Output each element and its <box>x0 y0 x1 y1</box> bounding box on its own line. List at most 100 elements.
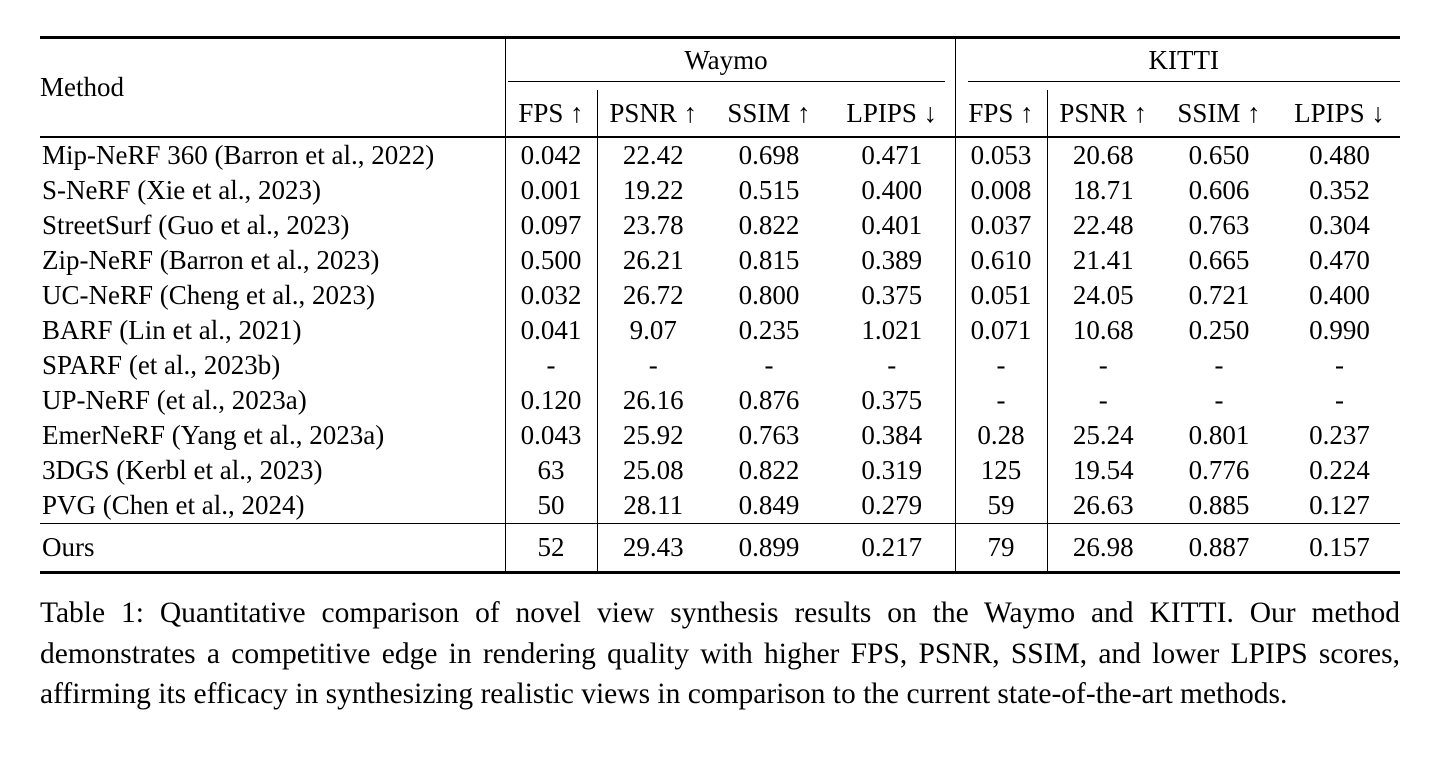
value-cell: 0.389 <box>861 245 923 276</box>
value-cell: 0.822 <box>738 210 800 241</box>
table-row: StreetSurf (Guo et al., 2023) 0.097 23.78 0… <box>40 208 1400 243</box>
value-cell: 18.71 <box>1046 173 1159 208</box>
value-cell: 63 <box>504 453 597 488</box>
method-cell: UC-NeRF (Cheng et al., 2023) <box>42 280 375 311</box>
waymo-group-header: Waymo <box>504 37 955 90</box>
kitti-group-header: KITTI <box>954 37 1401 90</box>
value-cell: 0.650 <box>1188 140 1250 171</box>
value-cell: 20.68 <box>1046 137 1159 173</box>
value-cell: 0.815 <box>738 245 800 276</box>
value-cell: 29.43 <box>596 523 709 573</box>
value-cell: 0.885 <box>1188 490 1250 521</box>
value-cell: 0.041 <box>504 313 597 348</box>
value-cell: 0.071 <box>954 313 1047 348</box>
value-cell: 0.776 <box>1188 455 1250 486</box>
value-cell: 0.224 <box>1309 455 1370 486</box>
value-cell: - <box>1335 385 1345 416</box>
value-cell: 0.876 <box>738 385 800 416</box>
kitti-lpips-header: LPIPS ↓ <box>1279 90 1401 138</box>
value-cell: 0.763 <box>738 420 800 451</box>
value-cell: - <box>954 383 1047 418</box>
value-cell: 0.801 <box>1188 420 1250 451</box>
value-cell: 0.037 <box>954 208 1047 243</box>
value-cell: 24.05 <box>1046 278 1159 313</box>
value-cell: 19.54 <box>1046 453 1159 488</box>
value-cell: 9.07 <box>596 313 709 348</box>
table-row: S-NeRF (Xie et al., 2023) 0.001 19.22 0.515… <box>40 173 1400 208</box>
value-cell: 0.990 <box>1309 315 1370 346</box>
value-cell: - <box>887 350 897 381</box>
ours-row: Ours 52 29.43 0.899 0.217 79 26.98 0.887 0.157 <box>40 523 1401 573</box>
value-cell: 26.16 <box>596 383 709 418</box>
value-cell: 0.157 <box>1279 523 1401 573</box>
value-cell: 0.401 <box>861 210 923 241</box>
value-cell: 0.800 <box>738 280 800 311</box>
value-cell: 28.11 <box>596 488 709 524</box>
value-cell: 25.08 <box>596 453 709 488</box>
waymo-lpips-header: LPIPS ↓ <box>829 90 955 138</box>
value-cell: 0.698 <box>738 140 800 171</box>
value-cell: 52 <box>504 523 597 573</box>
kitti-psnr-header: PSNR ↑ <box>1046 90 1159 138</box>
waymo-psnr-header: PSNR ↑ <box>596 90 709 138</box>
table-row: Mip-NeRF 360 (Barron et al., 2022) 0.042 2… <box>40 137 1400 173</box>
value-cell: 0.822 <box>738 455 800 486</box>
value-cell: 22.42 <box>596 137 709 173</box>
waymo-fps-header: FPS ↑ <box>504 90 597 138</box>
value-cell: 0.217 <box>829 523 955 573</box>
value-cell: 0.400 <box>1309 280 1370 311</box>
value-cell: 0.051 <box>954 278 1047 313</box>
value-cell: 23.78 <box>596 208 709 243</box>
value-cell: 1.021 <box>861 315 923 346</box>
value-cell: 25.24 <box>1046 418 1159 453</box>
method-cell: UP-NeRF (et al., 2023a) <box>42 385 307 416</box>
value-cell: 0.887 <box>1159 523 1279 573</box>
value-cell: - <box>1046 383 1159 418</box>
method-cell: Zip-NeRF (Barron et al., 2023) <box>42 245 380 276</box>
group-header-row: Method Waymo KITTI <box>40 37 1401 138</box>
value-cell: 0.610 <box>954 243 1047 278</box>
value-cell: 0.237 <box>1309 420 1370 451</box>
value-cell: 26.63 <box>1046 488 1159 524</box>
value-cell: 0.384 <box>861 420 923 451</box>
method-cell: 3DGS (Kerbl et al., 2023) <box>42 455 323 486</box>
value-cell: 26.21 <box>596 243 709 278</box>
table-header: Method Waymo KITTI FPS ↑ PSNR ↑ SSIM ↑ L… <box>40 37 1401 138</box>
value-cell: 19.22 <box>596 173 709 208</box>
value-cell: 0.043 <box>504 418 597 453</box>
value-cell: - <box>1046 348 1159 383</box>
value-cell: 0.606 <box>1188 175 1250 206</box>
value-cell: 0.480 <box>1309 140 1370 171</box>
table-row: UC-NeRF (Cheng et al., 2023) 0.032 26.72 0.… <box>40 278 1400 313</box>
method-cell: EmerNeRF (Yang et al., 2023a) <box>42 420 385 451</box>
table-row: PVG (Chen et al., 2024) 50 28.11 0.849 0.279… <box>40 488 1400 524</box>
value-cell: 0.471 <box>861 140 923 171</box>
value-cell: 0.899 <box>709 523 829 573</box>
value-cell: - <box>596 348 709 383</box>
value-cell: - <box>1214 350 1224 381</box>
value-cell: - <box>1335 350 1345 381</box>
value-cell: 0.053 <box>954 137 1047 173</box>
method-cell: Mip-NeRF 360 (Barron et al., 2022) <box>42 140 435 171</box>
value-cell: 0.319 <box>861 455 923 486</box>
value-cell: 22.48 <box>1046 208 1159 243</box>
table-row: Zip-NeRF (Barron et al., 2023) 0.500 26.21… <box>40 243 1400 278</box>
value-cell: 26.98 <box>1046 523 1159 573</box>
method-cell: S-NeRF (Xie et al., 2023) <box>42 175 321 206</box>
value-cell: 0.042 <box>504 137 597 173</box>
value-cell: 50 <box>504 488 597 524</box>
method-cell: SPARF (et al., 2023b) <box>42 350 281 381</box>
value-cell: 0.097 <box>504 208 597 243</box>
value-cell: 125 <box>954 453 1047 488</box>
table-row: 3DGS (Kerbl et al., 2023) 63 25.08 0.822 0.3… <box>40 453 1400 488</box>
table-body: Mip-NeRF 360 (Barron et al., 2022) 0.042 2… <box>40 137 1400 524</box>
method-cell: StreetSurf (Guo et al., 2023) <box>42 210 350 241</box>
value-cell: 0.250 <box>1188 315 1250 346</box>
value-cell: 0.120 <box>504 383 597 418</box>
waymo-ssim-header: SSIM ↑ <box>709 90 829 138</box>
value-cell: 0.375 <box>861 385 923 416</box>
value-cell: - <box>954 348 1047 383</box>
value-cell: - <box>504 348 597 383</box>
value-cell: 0.235 <box>738 315 800 346</box>
